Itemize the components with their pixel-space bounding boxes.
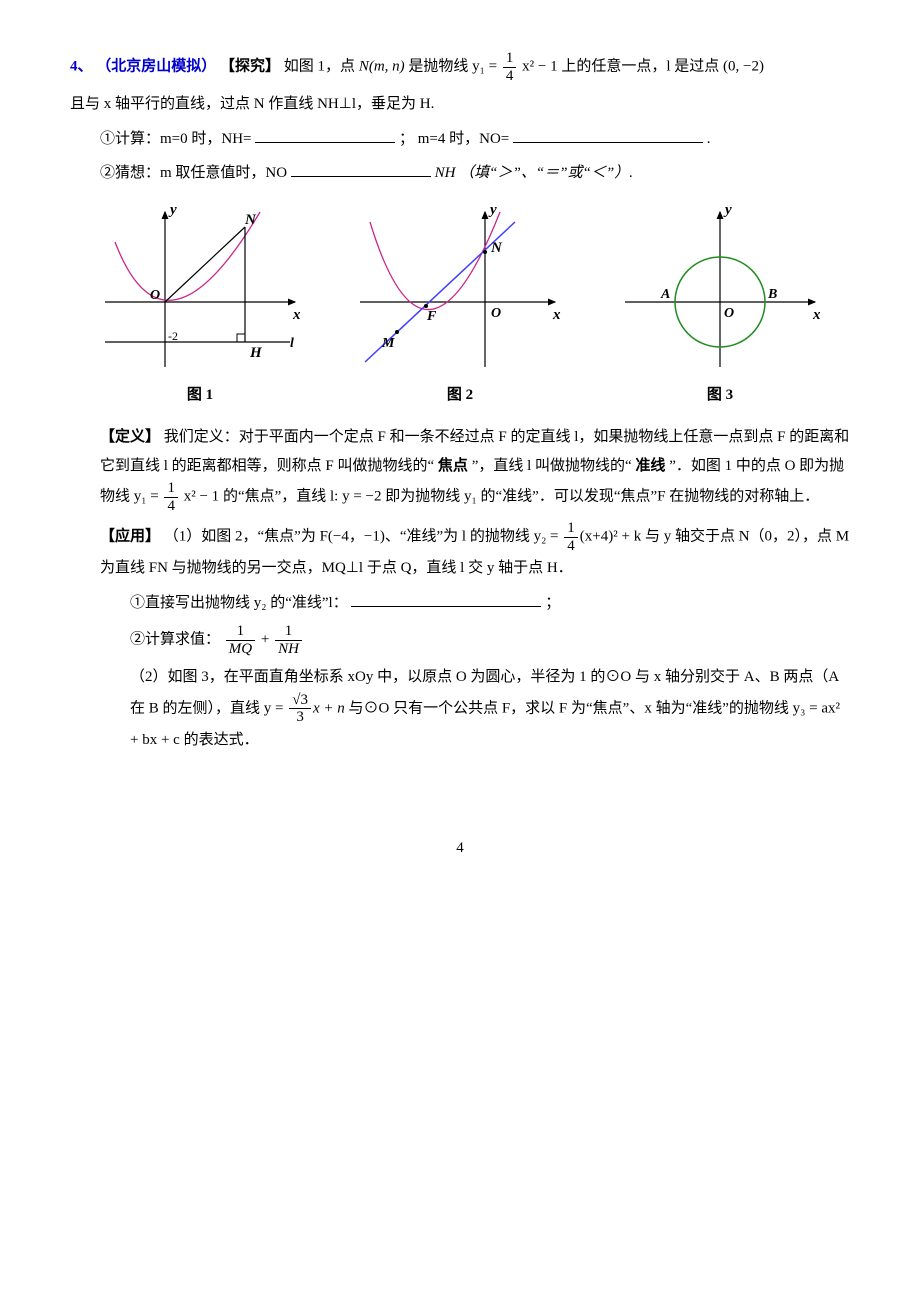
directrix-word: 准线	[635, 458, 665, 474]
define-tag: 【定义】	[100, 429, 160, 445]
problem-source: （北京房山模拟）	[96, 58, 216, 74]
line-2: 且与 x 轴平行的直线，过点 N 作直线 NH⊥l，垂足为 H.	[70, 90, 850, 119]
page-number: 4	[70, 834, 850, 863]
figure-2: y x O N F M	[355, 202, 565, 377]
explore-tag: 【探究】	[220, 58, 280, 74]
plus-sign: +	[261, 631, 273, 647]
eq2-tail: + k	[618, 528, 641, 544]
frac-1-MQ: 1MQ	[226, 623, 255, 657]
eq-y-neg2: y = −2	[342, 488, 381, 504]
svg-text:x: x	[292, 307, 301, 323]
blank-no	[513, 127, 703, 143]
eq-y1-rhs-2: x² − 1	[180, 488, 219, 504]
guess-lead: ②猜想：m 取任意值时，NO	[100, 165, 287, 181]
calc1-end: .	[707, 131, 711, 147]
fig2-label: 图 2	[360, 381, 560, 410]
text: 上的任意一点，l 是过点	[561, 58, 723, 74]
apply-tag: 【应用】	[100, 528, 160, 544]
text: 如图 1，点	[284, 58, 359, 74]
eqline-lhs: y =	[264, 700, 287, 716]
frac-1-4: 14	[503, 50, 517, 84]
apply1-sub1-end: ；	[545, 595, 560, 611]
eq2-lhs: y₂ =	[534, 528, 563, 544]
figure-row: y x O N H l -2 y x O N F M y x O A B	[70, 202, 850, 377]
define-e: 即为抛物线	[385, 488, 464, 504]
figure-caption-row: 图 1 图 2 图 3	[70, 381, 850, 410]
define-f: 的“准线”．可以发现“焦点”F 在抛物线的对称轴上．	[481, 488, 820, 504]
blank-compare	[291, 161, 431, 177]
svg-text:l: l	[290, 336, 294, 351]
svg-text:-2: -2	[168, 329, 178, 343]
frac-1-NH: 1NH	[275, 623, 302, 657]
eq2-paren: (x+4)²	[580, 528, 618, 544]
calc1-lead: ①计算：m=0 时，NH=	[100, 131, 252, 147]
problem-number: 4、	[70, 58, 93, 74]
fig1-label: 图 1	[100, 381, 300, 410]
guess-mid: NH （填“＞”、“＝”或“＜”）.	[435, 165, 633, 181]
svg-text:O: O	[150, 288, 160, 303]
focus-word: 焦点	[438, 458, 468, 474]
figure-1: y x O N H l -2	[95, 202, 305, 377]
blank-nh	[255, 127, 395, 143]
frac-sqrt3-3: √33	[289, 692, 311, 726]
svg-text:O: O	[491, 306, 501, 321]
svg-text:F: F	[426, 309, 437, 324]
svg-text:y: y	[168, 202, 177, 218]
apply2-mid: 与⊙O 只有一个公共点 F，求以 F 为“焦点”、x 轴为“准线”的抛物线	[349, 700, 793, 716]
svg-text:M: M	[381, 336, 395, 351]
svg-text:y: y	[488, 202, 497, 218]
svg-text:A: A	[660, 287, 670, 302]
svg-text:H: H	[249, 345, 263, 361]
define-b: ”，直线 l 叫做抛物线的“	[472, 458, 632, 474]
apply2-end: 的表达式．	[184, 732, 259, 748]
svg-text:x: x	[812, 307, 821, 323]
eq-y1-rhs: x² − 1	[518, 58, 557, 74]
fig3-label: 图 3	[620, 381, 820, 410]
eq-y1-lhs-2: y₁ =	[134, 488, 163, 504]
svg-text:x: x	[552, 307, 561, 323]
svg-text:B: B	[767, 287, 777, 302]
svg-text:O: O	[724, 306, 734, 321]
eqline-tail: x + n	[313, 700, 345, 716]
apply1-lead: （1）如图 2，“焦点”为 F(−4，−1)、“准线”为 l 的抛物线	[164, 528, 534, 544]
point-N: N(m, n)	[359, 58, 405, 74]
svg-text:N: N	[244, 212, 257, 228]
frac-1-4c: 14	[564, 520, 578, 554]
y1-token: y₁	[464, 488, 477, 504]
point-0-2: (0, −2)	[723, 58, 764, 74]
svg-text:y: y	[723, 202, 732, 218]
define-d: 的“焦点”，直线 l:	[223, 488, 342, 504]
blank-directrix	[351, 591, 541, 607]
text: 是抛物线	[408, 58, 472, 74]
apply1-sub2: ②计算求值：	[130, 631, 220, 647]
figure-3: y x O A B	[615, 202, 825, 377]
frac-1-4b: 14	[164, 480, 178, 514]
svg-text:N: N	[490, 240, 503, 256]
apply1-sub1: ①直接写出抛物线 y₂ 的“准线”l：	[130, 595, 348, 611]
calc1-mid: ； m=4 时，NO=	[399, 131, 509, 147]
eq-y1-lhs: y₁ =	[472, 58, 501, 74]
